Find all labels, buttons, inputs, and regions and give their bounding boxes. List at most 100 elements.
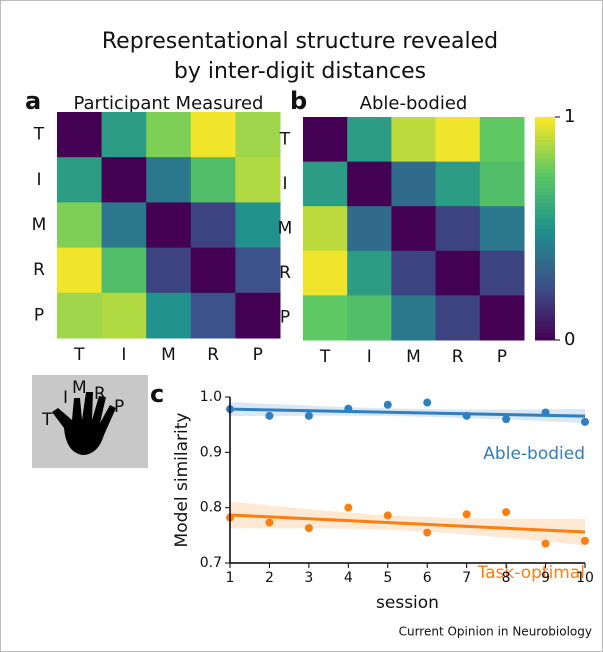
colorbar-step <box>535 176 555 181</box>
cell <box>190 157 236 203</box>
title-line: by inter-digit distances <box>174 59 426 84</box>
row-label: M <box>278 219 293 239</box>
point <box>304 524 313 533</box>
x-tick-label: 9 <box>541 570 550 586</box>
colorbar-step <box>535 183 555 189</box>
cell <box>391 161 437 207</box>
cell <box>479 250 525 296</box>
colorbar-step <box>535 235 555 241</box>
colorbar-label: 0 <box>564 329 575 350</box>
colorbar-step <box>535 172 555 177</box>
row-label: I <box>282 174 287 194</box>
colorbar-step <box>535 206 555 211</box>
colorbar-step <box>535 254 555 259</box>
colorbar-step <box>535 213 555 218</box>
point <box>423 398 432 407</box>
colorbar-step <box>535 150 555 155</box>
colorbar-step <box>535 157 555 163</box>
cell <box>347 250 392 296</box>
point <box>383 400 392 409</box>
cell <box>235 157 281 203</box>
colorbar-step <box>535 146 555 151</box>
colorbar-step <box>535 250 555 256</box>
colorbar-step <box>535 265 555 270</box>
series-label: Able-bodied <box>483 444 585 464</box>
colorbar-step <box>535 247 555 252</box>
column-label: T <box>319 347 331 367</box>
cell <box>391 117 437 163</box>
heatmap-title: Participant Measured <box>73 93 263 114</box>
y-tick-label: 0.7 <box>200 555 222 571</box>
point <box>265 518 274 527</box>
point <box>541 539 550 548</box>
x-tick-label: 7 <box>462 570 471 586</box>
hand-label: R <box>94 384 106 404</box>
cell <box>479 117 525 163</box>
colorbar-step <box>535 131 555 137</box>
cell <box>190 292 236 339</box>
point <box>265 411 274 420</box>
point <box>581 417 589 426</box>
cell <box>435 250 481 296</box>
cell <box>57 202 103 249</box>
x-axis-label: session <box>376 593 439 613</box>
x-tick-label: 6 <box>423 570 432 586</box>
colorbar-step <box>535 328 555 334</box>
point <box>462 411 471 420</box>
cell <box>435 295 481 341</box>
column-label: I <box>121 345 126 365</box>
cell <box>101 292 147 339</box>
title-line: Representational structure revealed <box>102 29 498 54</box>
colorbar-step <box>535 161 555 166</box>
point <box>462 510 471 519</box>
colorbar-step <box>535 273 555 278</box>
cell <box>303 117 348 163</box>
colorbar-step <box>535 191 555 196</box>
y-tick-label: 0.8 <box>200 500 222 516</box>
point <box>502 508 511 517</box>
colorbar-step <box>535 180 555 185</box>
cell <box>57 292 103 339</box>
cell <box>146 247 192 294</box>
hand-label: T <box>41 410 53 430</box>
column-label: R <box>207 345 219 365</box>
colorbar-step <box>535 243 555 248</box>
colorbar-step <box>535 154 555 159</box>
colorbar-step <box>535 321 555 326</box>
cell <box>190 202 236 249</box>
cell <box>57 157 103 203</box>
point <box>502 415 511 424</box>
cell <box>347 161 392 207</box>
colorbar-step <box>535 165 555 170</box>
cell <box>101 157 147 203</box>
point <box>541 408 550 417</box>
hand <box>52 392 116 455</box>
colorbar-step <box>535 306 555 311</box>
colorbar-step <box>535 128 555 133</box>
colorbar-step <box>535 284 555 289</box>
colorbar-step <box>535 135 555 140</box>
colorbar-step <box>535 202 555 207</box>
y-tick-label: 1.0 <box>200 389 222 405</box>
cell <box>57 247 103 294</box>
x-tick-label: 2 <box>265 570 274 586</box>
trend-line <box>229 407 586 418</box>
colorbar-step <box>535 195 555 200</box>
colorbar-step <box>535 276 555 282</box>
y-tick-label: 0.9 <box>200 444 222 460</box>
colorbar-step <box>535 261 555 267</box>
colorbar-step <box>535 139 555 144</box>
cell <box>101 112 147 158</box>
cell <box>303 295 348 341</box>
cell <box>303 206 348 252</box>
colorbar-step <box>535 224 555 229</box>
row-label: R <box>279 263 291 283</box>
cell <box>303 250 348 296</box>
column-label: R <box>452 347 464 367</box>
x-tick-label: 10 <box>576 570 594 586</box>
point <box>304 411 313 420</box>
x-tick-label: 1 <box>226 570 235 586</box>
colorbar-step <box>535 280 555 285</box>
colorbar-step <box>535 143 555 148</box>
colorbar-step <box>535 228 555 233</box>
